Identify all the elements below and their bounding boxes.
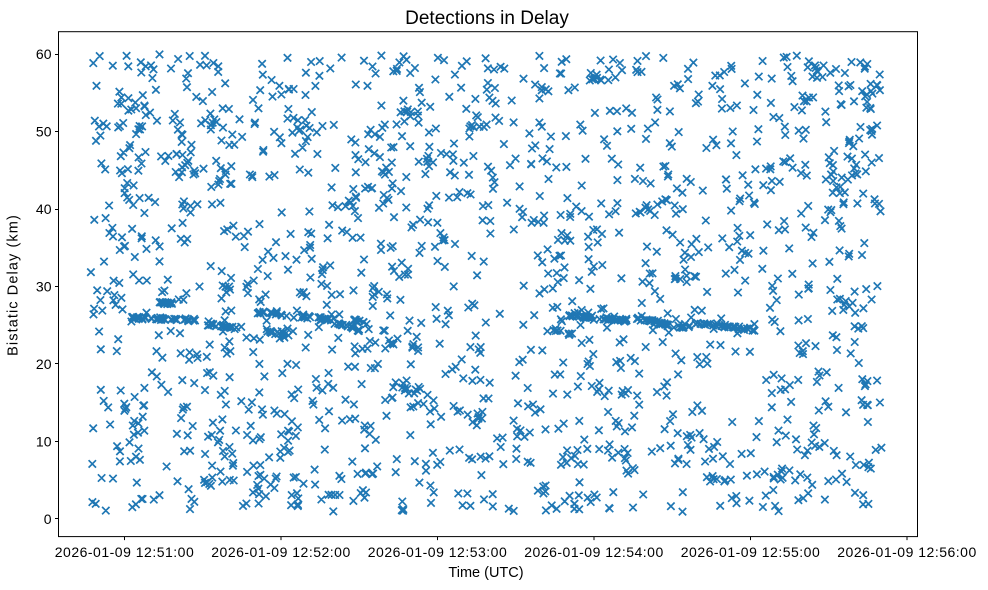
svg-text:2026-01-09 12:53:00: 2026-01-09 12:53:00 <box>368 544 508 560</box>
svg-text:2026-01-09 12:52:00: 2026-01-09 12:52:00 <box>211 544 351 560</box>
svg-text:Detections in Delay: Detections in Delay <box>405 8 569 29</box>
svg-text:0: 0 <box>44 511 52 527</box>
svg-text:2026-01-09 12:56:00: 2026-01-09 12:56:00 <box>837 544 977 560</box>
svg-text:40: 40 <box>36 201 52 217</box>
svg-text:20: 20 <box>36 356 52 372</box>
svg-text:30: 30 <box>36 279 52 295</box>
svg-text:2026-01-09 12:55:00: 2026-01-09 12:55:00 <box>681 544 821 560</box>
svg-text:Time (UTC): Time (UTC) <box>448 565 523 581</box>
svg-text:10: 10 <box>36 433 52 449</box>
svg-text:50: 50 <box>36 124 52 140</box>
svg-text:2026-01-09 12:54:00: 2026-01-09 12:54:00 <box>524 544 664 560</box>
svg-text:2026-01-09 12:51:00: 2026-01-09 12:51:00 <box>55 544 195 560</box>
svg-text:Bistatic Delay (km): Bistatic Delay (km) <box>6 214 22 356</box>
svg-text:60: 60 <box>36 46 52 62</box>
